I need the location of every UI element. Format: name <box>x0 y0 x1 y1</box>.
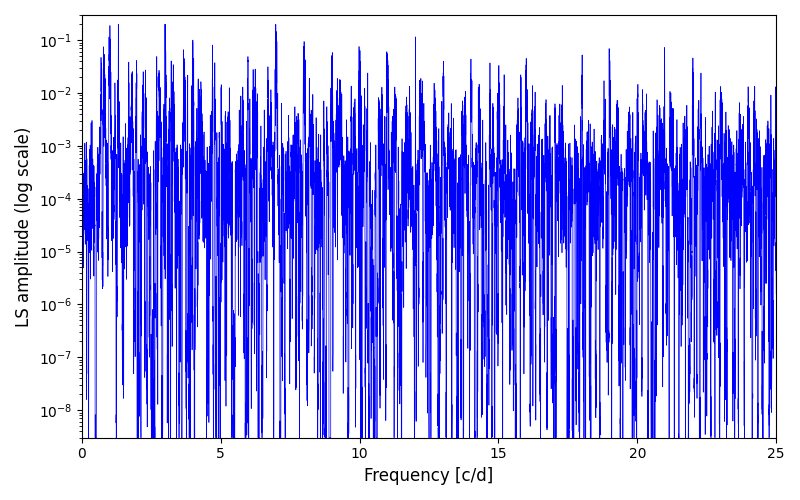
X-axis label: Frequency [c/d]: Frequency [c/d] <box>364 467 494 485</box>
Y-axis label: LS amplitude (log scale): LS amplitude (log scale) <box>15 126 33 326</box>
